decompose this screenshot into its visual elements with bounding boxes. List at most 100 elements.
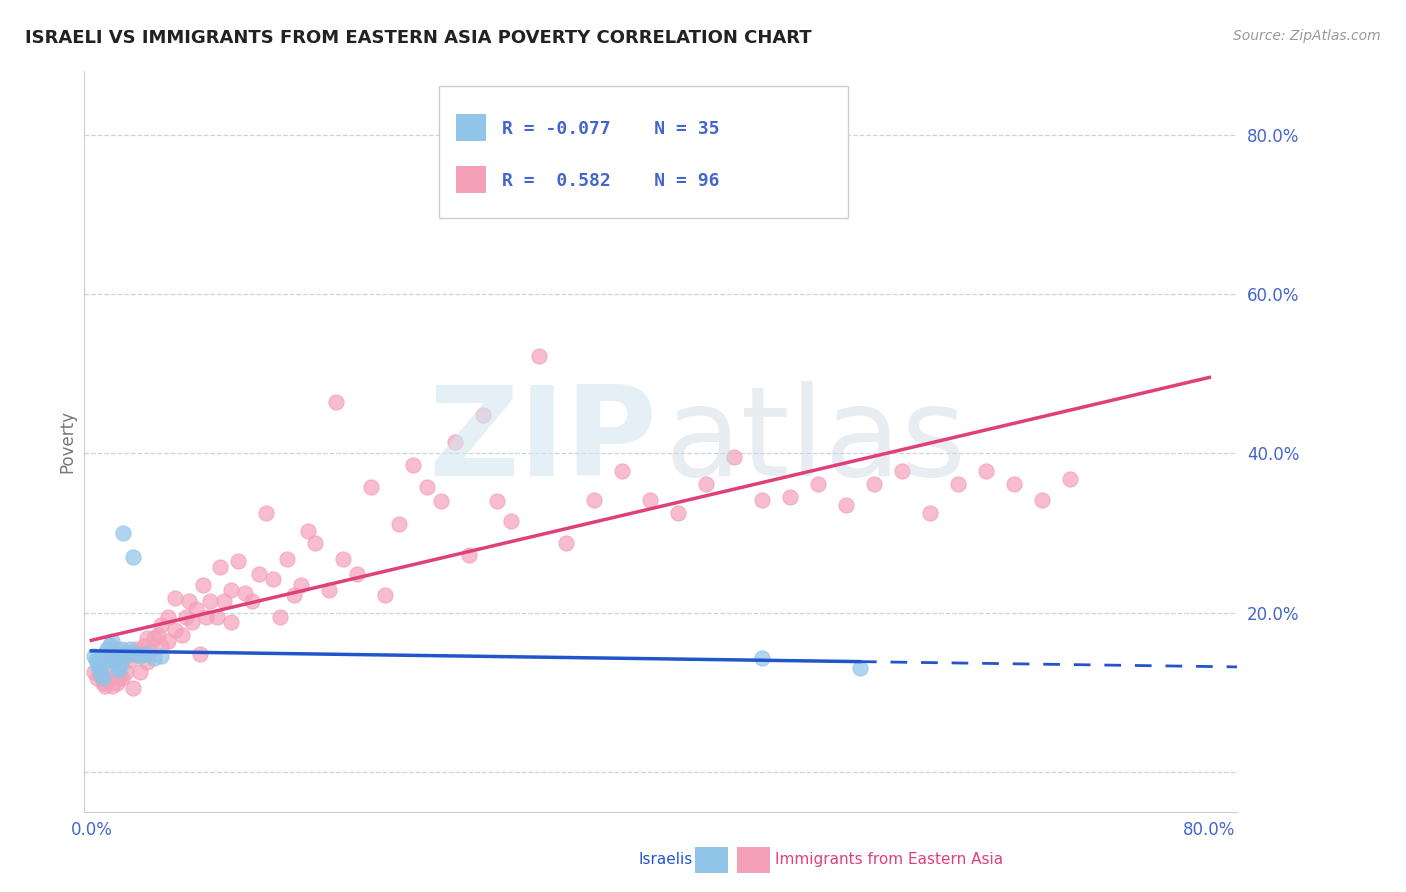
Point (751, 651, 773, 665)
Point (91, 675, 114, 690)
Point (104, 653, 127, 667)
Point (247, 567, 270, 582)
Point (807, 476, 830, 491)
Point (105, 675, 128, 690)
Point (129, 647, 152, 661)
Point (240, 593, 263, 607)
Point (918, 506, 941, 520)
Point (186, 601, 208, 615)
Point (555, 535, 578, 549)
Point (150, 617, 173, 632)
Point (318, 583, 340, 598)
Point (304, 535, 326, 549)
Point (148, 628, 170, 642)
Point (723, 450, 745, 465)
Text: Source: ZipAtlas.com: Source: ZipAtlas.com (1233, 29, 1381, 44)
Point (360, 480, 382, 494)
Point (863, 476, 886, 491)
Point (181, 615, 204, 630)
Point (297, 524, 319, 539)
Point (87, 660, 110, 674)
Point (125, 647, 148, 661)
Text: R =  0.582    N = 96: R = 0.582 N = 96 (502, 171, 720, 189)
Point (485, 494, 508, 508)
Point (97, 647, 120, 661)
Point (695, 476, 717, 491)
Point (101, 633, 124, 648)
Point (129, 665, 152, 680)
Point (101, 679, 124, 693)
Point (212, 593, 235, 607)
Point (165, 624, 187, 638)
Point (194, 609, 217, 624)
Point (429, 494, 451, 508)
Point (946, 476, 969, 491)
Point (208, 559, 231, 574)
Point (108, 671, 131, 685)
Point (122, 681, 145, 696)
Point (83, 665, 105, 680)
Text: ZIP: ZIP (429, 381, 658, 502)
Point (117, 647, 139, 661)
Point (115, 646, 138, 660)
Text: Immigrants from Eastern Asia: Immigrants from Eastern Asia (775, 853, 1002, 867)
Point (443, 434, 465, 449)
Point (176, 609, 198, 624)
Point (1059, 472, 1081, 486)
Point (219, 615, 242, 630)
Point (666, 506, 689, 520)
Point (1031, 492, 1053, 507)
Point (97, 673, 120, 688)
Y-axis label: Poverty: Poverty (58, 410, 76, 473)
Point (136, 655, 159, 669)
Point (111, 671, 134, 685)
Point (84, 653, 107, 667)
Point (402, 458, 425, 473)
Point (100, 671, 122, 685)
Point (262, 572, 284, 586)
Point (165, 591, 187, 606)
Point (94, 655, 117, 669)
Point (89, 667, 111, 681)
Text: Israelis: Israelis (638, 853, 693, 867)
Point (101, 641, 124, 656)
Text: R = -0.077    N = 35: R = -0.077 N = 35 (502, 120, 720, 137)
Point (103, 647, 125, 661)
Point (191, 578, 214, 592)
Point (120, 653, 142, 667)
Point (835, 498, 858, 512)
Point (283, 588, 305, 602)
Point (94, 679, 117, 693)
Point (139, 644, 162, 658)
Point (172, 628, 194, 642)
Point (94, 646, 117, 660)
Point (107, 660, 129, 674)
Point (108, 663, 131, 677)
Point (83, 649, 105, 664)
Text: atlas: atlas (664, 381, 966, 502)
Point (112, 526, 135, 541)
Point (143, 651, 166, 665)
Point (198, 593, 221, 607)
Point (98, 638, 121, 652)
Point (205, 609, 228, 624)
Point (87, 655, 110, 669)
Point (457, 549, 479, 563)
Point (157, 609, 180, 624)
Point (188, 647, 211, 661)
Point (125, 641, 148, 656)
Point (115, 665, 138, 680)
Text: ISRAELI VS IMMIGRANTS FROM EASTERN ASIA POVERTY CORRELATION CHART: ISRAELI VS IMMIGRANTS FROM EASTERN ASIA … (25, 29, 811, 47)
Point (93, 649, 115, 664)
Point (779, 490, 801, 504)
Point (108, 653, 131, 667)
Point (269, 609, 291, 624)
Point (254, 506, 277, 520)
Point (136, 631, 159, 645)
Point (90, 667, 112, 681)
Point (150, 649, 173, 664)
Point (849, 661, 872, 675)
Point (276, 551, 298, 566)
Point (105, 655, 128, 669)
Point (89, 663, 111, 677)
